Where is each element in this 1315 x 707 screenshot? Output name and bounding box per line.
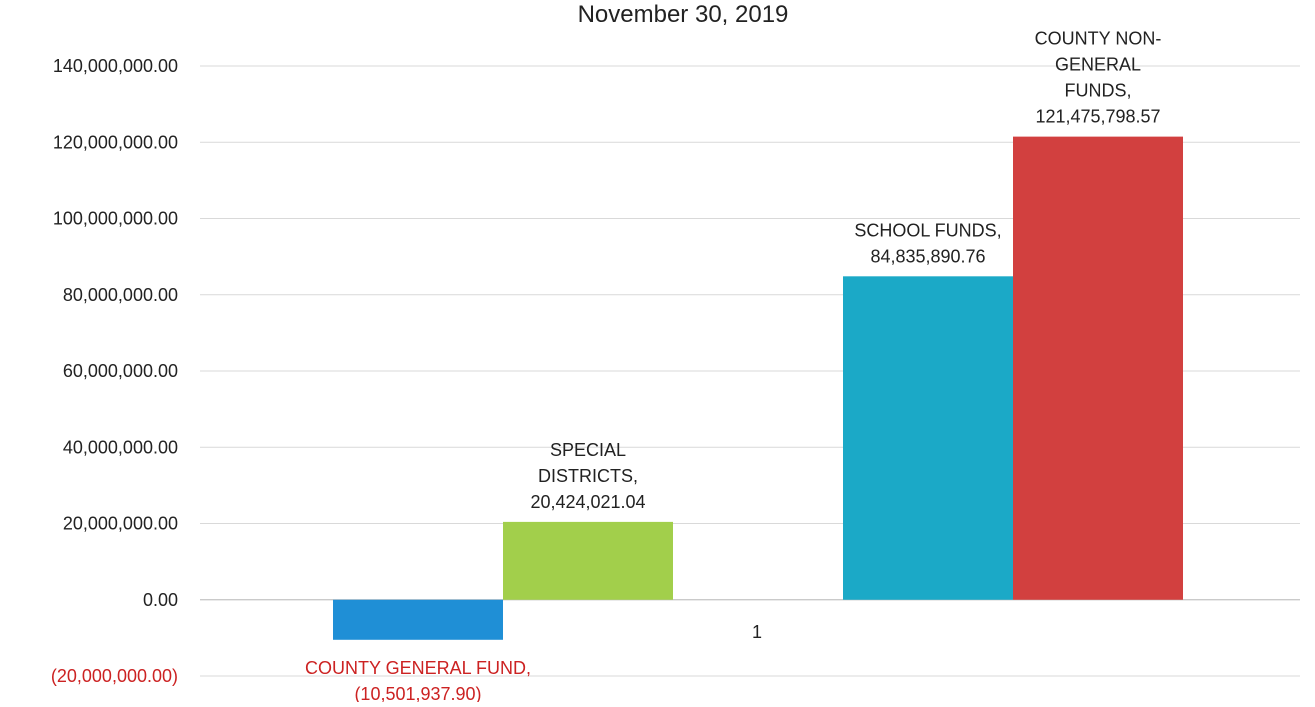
data-label-line: DISTRICTS, <box>538 466 638 486</box>
data-label-line: 84,835,890.76 <box>870 246 985 266</box>
x-axis-category-label: 1 <box>752 622 762 642</box>
data-label-line: FUNDS, <box>1065 81 1132 101</box>
y-tick-label: 140,000,000.00 <box>53 56 178 76</box>
data-label-line: COUNTY NON- <box>1035 29 1162 49</box>
y-axis-tick-labels: 140,000,000.00 120,000,000.00 100,000,000.… <box>51 56 178 686</box>
data-label-school-funds: SCHOOL FUNDS, 84,835,890.76 <box>854 220 1001 266</box>
y-tick-label: 100,000,000.00 <box>53 209 178 229</box>
data-label-line: 20,424,021.04 <box>530 492 645 512</box>
bar-school-funds <box>843 276 1013 600</box>
data-label-line: COUNTY GENERAL FUND, <box>305 658 531 678</box>
chart-title: November 30, 2019 <box>578 1 789 28</box>
data-label-line: GENERAL <box>1055 55 1141 75</box>
data-label-line: (10,501,937.90) <box>354 684 481 702</box>
y-tick-label: 120,000,000.00 <box>53 132 178 152</box>
y-tick-label: 40,000,000.00 <box>63 437 178 457</box>
bar-special-districts <box>503 521 673 600</box>
data-label-county-non-general-funds: COUNTY NON- GENERAL FUNDS, 121,475,798.57 <box>1035 29 1162 127</box>
bar-county-general-fund <box>333 599 503 640</box>
data-label-special-districts: SPECIAL DISTRICTS, 20,424,021.04 <box>530 440 645 512</box>
y-tick-label: 60,000,000.00 <box>63 361 178 381</box>
y-tick-label: (20,000,000.00) <box>51 666 178 686</box>
y-tick-label: 0.00 <box>143 590 178 610</box>
data-label-line: 121,475,798.57 <box>1035 107 1160 127</box>
data-label-line: SPECIAL <box>550 440 626 460</box>
data-labels: COUNTY GENERAL FUND, (10,501,937.90) SPECI… <box>305 29 1162 704</box>
y-tick-label: 20,000,000.00 <box>63 514 178 534</box>
bar-county-non-general-funds <box>1013 136 1183 600</box>
data-label-county-general-fund: COUNTY GENERAL FUND, (10,501,937.90) <box>305 658 531 702</box>
data-label-line: SCHOOL FUNDS, <box>854 220 1001 240</box>
y-tick-label: 80,000,000.00 <box>63 285 178 305</box>
bars <box>333 136 1183 640</box>
